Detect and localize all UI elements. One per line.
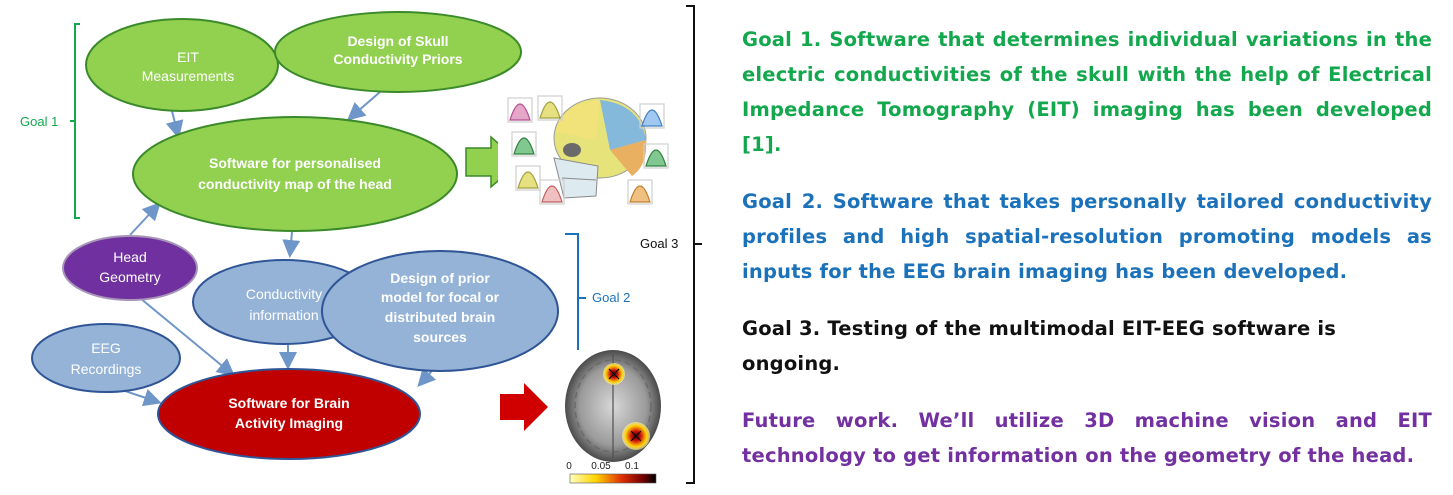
dist-plot: [537, 95, 563, 121]
node-eeg-recordings: [31, 323, 181, 393]
arrow-priors-to-map: [346, 91, 381, 121]
node-head-geometry: [62, 235, 198, 301]
dist-plot: [507, 97, 533, 123]
arrow-geometry-to-brain: [139, 297, 236, 377]
node-eit-measurements-line2: Measurements: [142, 68, 235, 84]
node-conductivity-info-line2: information: [249, 307, 318, 323]
node-brain-imaging: [157, 368, 421, 460]
skull-orbit: [563, 143, 581, 157]
dist-plot: [639, 103, 665, 129]
node-eit-measurements-line1: EIT: [177, 49, 199, 65]
node-prior-model-line2: model for focal or: [381, 289, 500, 305]
node-prior-model: [321, 250, 559, 372]
node-eeg-recordings-line1: EEG: [91, 340, 121, 356]
node-brain-imaging-line2: Activity Imaging: [235, 415, 343, 431]
goal1-paragraph: Goal 1. Software that determines individ…: [742, 28, 1432, 156]
goal2-bracket: Goal 2: [565, 233, 630, 363]
skull-parietal: [600, 100, 646, 150]
node-eit-measurements: [85, 18, 279, 112]
node-personalised-map-line1: Software for personalised: [209, 155, 381, 171]
skull-occipital: [610, 140, 647, 176]
node-prior-model-line4: sources: [413, 329, 467, 345]
node-skull-priors-line2: Conductivity Priors: [333, 51, 462, 67]
goal1-bracket: Goal 1: [20, 23, 80, 219]
node-brain-imaging-line1: Software for Brain: [228, 395, 349, 411]
arrow-geometry-to-map: [129, 202, 161, 236]
skull-frontal: [556, 100, 600, 140]
skull-jaw: [553, 157, 599, 199]
node-personalised-map-line2: conductivity map of the head: [198, 176, 392, 192]
node-conductivity-info-line1: Conductivity: [246, 286, 322, 302]
red-block-arrow: [500, 383, 548, 431]
goals-text-panel: Goal 1. Software that determines individ…: [742, 22, 1432, 495]
skull-priors-illustration: [498, 94, 684, 210]
node-skull-priors: [274, 11, 522, 93]
node-prior-model-line3: distributed brain: [385, 309, 495, 325]
colorbar-tick-1: 0.05: [591, 461, 611, 472]
goal3-bracket: Goal 3: [640, 5, 702, 484]
prior-distribution-plots: [507, 95, 669, 205]
goal2-paragraph: Goal 2. Software that takes personally t…: [742, 190, 1432, 283]
future-work-paragraph: Future work. We’ll utilize 3D machine vi…: [742, 409, 1432, 467]
dist-plot: [643, 143, 669, 169]
dist-plot: [511, 131, 537, 157]
goal2-bracket-label: Goal 2: [592, 290, 630, 305]
brain-activity-image: [560, 350, 668, 462]
colorbar-tick-2: 0.1: [625, 461, 639, 472]
node-prior-model-line1: Design of prior: [390, 270, 490, 286]
node-eeg-recordings-line2: Recordings: [71, 361, 142, 377]
arrow-map-to-conductivity: [282, 231, 301, 258]
goal3-bracket-label: Goal 3: [640, 236, 678, 251]
node-head-geometry-line2: Geometry: [99, 269, 160, 285]
colorbar-tick-0: 0: [566, 461, 572, 472]
colorbar-gradient: [569, 473, 657, 484]
node-head-geometry-line1: Head: [113, 249, 146, 265]
node-personalised-map: [132, 116, 458, 232]
dist-plot: [515, 165, 541, 191]
node-skull-priors-line1: Design of Skull: [347, 33, 448, 49]
goal3-paragraph: Goal 3. Testing of the multimodal EIT-EE…: [742, 317, 1337, 375]
dist-plot: [627, 179, 653, 205]
brain-slice-inner: [574, 359, 652, 453]
goal1-bracket-label: Goal 1: [20, 114, 58, 129]
colorbar: 0 0.05 0.1: [566, 461, 657, 484]
workflow-diagram: EIT Measurements Design of Skull Conduct…: [20, 5, 702, 484]
dist-plot: [539, 179, 565, 205]
